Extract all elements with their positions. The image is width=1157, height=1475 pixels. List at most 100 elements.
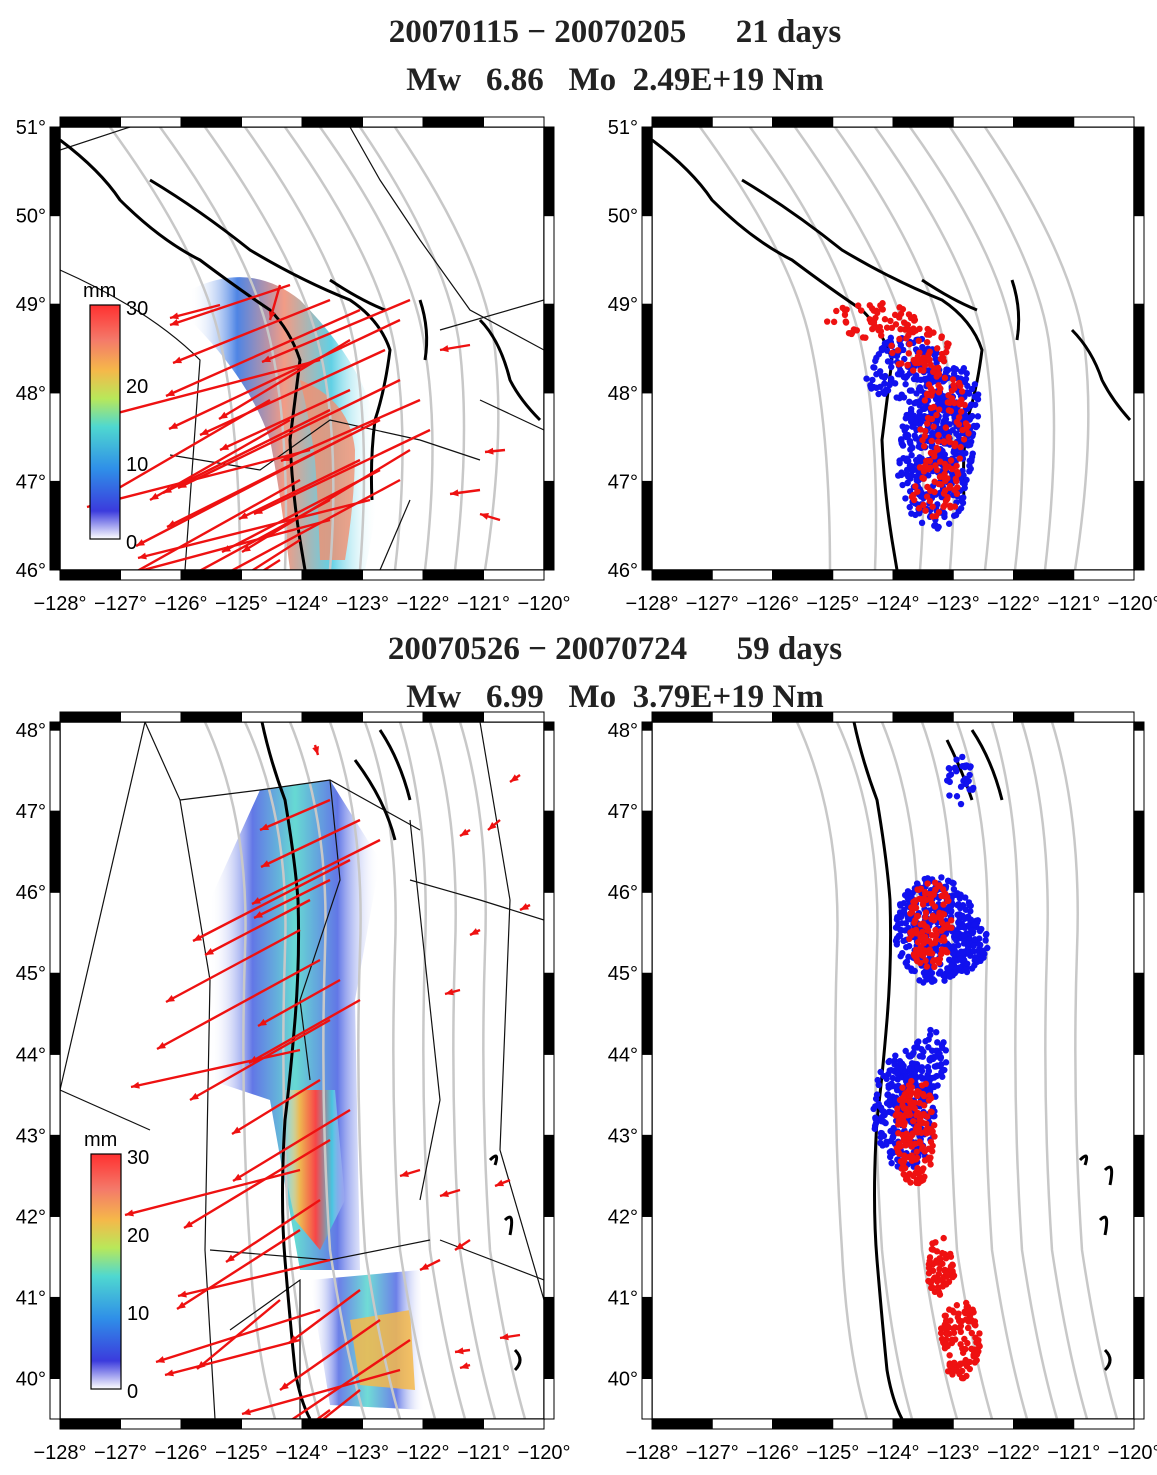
frame-segment (543, 891, 555, 974)
tremor-epicenter (942, 348, 950, 356)
tremor-epicenter (953, 793, 961, 800)
tremor-epicenter (951, 440, 959, 447)
tremor-epicenter (848, 329, 856, 336)
period-2-title: 20070526 − 20070724 59 days (387, 631, 843, 667)
tremor-epicenter (948, 962, 955, 969)
tremor-epicenter (944, 877, 952, 884)
frame-segment (641, 1377, 653, 1420)
tremor-epicenter (872, 357, 879, 365)
latitude-tick-label: 43° (16, 1125, 46, 1147)
tremor-epicenter (927, 449, 935, 457)
tremor-epicenter (909, 367, 917, 374)
arrow-head (121, 654, 130, 661)
tremor-epicenter (923, 963, 931, 970)
frame-segment (1133, 1134, 1145, 1217)
tremor-epicenter (955, 964, 963, 971)
longitude-tick-label: −124° (866, 1442, 919, 1464)
frame-segment (483, 569, 545, 581)
tremor-epicenter (929, 513, 936, 520)
tremor-epicenter (969, 450, 976, 457)
frame-segment (1013, 711, 1075, 723)
tremor-epicenter (962, 375, 970, 383)
tremor-epicenter (929, 1142, 936, 1149)
frame-segment (892, 1418, 954, 1430)
tremor-epicenter (909, 1117, 917, 1125)
tremor-epicenter (875, 1081, 882, 1089)
displacement-arrow (189, 1018, 331, 1102)
longitude-tick-label: −121° (457, 1442, 510, 1464)
tremor-epicenter (863, 375, 870, 382)
tremor-epicenter (945, 966, 952, 974)
latitude-tick-label: 51° (608, 117, 638, 139)
tremor-epicenter (894, 1110, 901, 1117)
tremor-epicenter (926, 356, 933, 363)
tremor-epicenter (879, 300, 886, 307)
arrow-head (460, 828, 469, 836)
frame-segment (49, 1296, 61, 1379)
colorbar-tick: 0 (126, 532, 137, 554)
frame-segment (120, 116, 182, 128)
displacement-arrow (230, 478, 401, 570)
tremor-epicenter (970, 1351, 977, 1359)
tremor-epicenter (925, 327, 933, 334)
latitude-tick-label: 49° (608, 294, 638, 316)
tremor-epicenter (902, 1142, 909, 1149)
frame-segment (1133, 392, 1145, 482)
frame-segment (1013, 569, 1075, 581)
tremor-epicenter (966, 901, 973, 909)
tremor-epicenter (908, 510, 915, 517)
tremor-epicenter (914, 1109, 921, 1117)
tremor-epicenter (947, 407, 954, 415)
tremor-epicenter (896, 459, 903, 467)
tremor-epicenter (892, 1052, 899, 1059)
frame-segment (1133, 1215, 1145, 1298)
longitude-tick-label: −120° (517, 1442, 570, 1464)
tremor-epicenter (904, 321, 911, 329)
longitude-tick-label: −124° (866, 593, 919, 615)
tremor-epicenter (914, 1092, 921, 1100)
frame-segment (1133, 729, 1145, 812)
tremor-epicenter (970, 942, 977, 950)
tremor-epicenter (920, 1092, 928, 1100)
longitude-tick-label: −122° (987, 1442, 1040, 1464)
latitude-tick-label: 45° (16, 963, 46, 985)
tremor-epicenter (938, 892, 945, 900)
longitude-tick-label: −126° (154, 1442, 207, 1464)
tremor-epicenter (935, 382, 942, 389)
tremor-epicenter (921, 432, 929, 440)
latitude-tick-label: 41° (16, 1287, 46, 1309)
tremor-epicenter (959, 923, 967, 931)
tremor-epicenter (966, 462, 973, 469)
tremor-epicenter (968, 1345, 975, 1353)
tremor-epicenter (946, 778, 953, 786)
tremor-epicenter (965, 1307, 973, 1314)
tremor-epicenter (959, 467, 966, 475)
tremor-epicenter (937, 1329, 945, 1337)
tremor-epicenter (952, 766, 960, 773)
frame-segment (49, 891, 61, 974)
tremor-epicenter (921, 968, 929, 975)
latitude-tick-label: 50° (16, 206, 46, 228)
frame-segment (772, 116, 834, 128)
tremor-epicenter (928, 978, 936, 985)
longitude-tick-label: −123° (927, 593, 980, 615)
arrow-head (166, 994, 175, 1002)
frame-segment (241, 1418, 303, 1430)
tremor-epicenter (923, 338, 931, 346)
tremor-epicenter (926, 1056, 933, 1063)
arrow-head (190, 1092, 199, 1100)
longitude-tick-label: −121° (1047, 1442, 1100, 1464)
tremor-epicenter (963, 1299, 970, 1307)
tremor-epicenter (939, 1044, 946, 1052)
latitude-tick-label: 46° (16, 882, 46, 904)
tremor-epicenter (953, 1302, 961, 1309)
tremor-epicenter (905, 473, 912, 480)
tremor-epicenter (923, 1120, 930, 1127)
tremor-epicenter (968, 385, 976, 393)
tremor-epicenter (939, 398, 947, 406)
panel-top-tremor-map (652, 127, 1132, 570)
tremor-epicenter (965, 948, 972, 955)
frame-segment (711, 1418, 773, 1430)
tremor-epicenter (922, 957, 929, 964)
tremor-epicenter (928, 443, 935, 450)
